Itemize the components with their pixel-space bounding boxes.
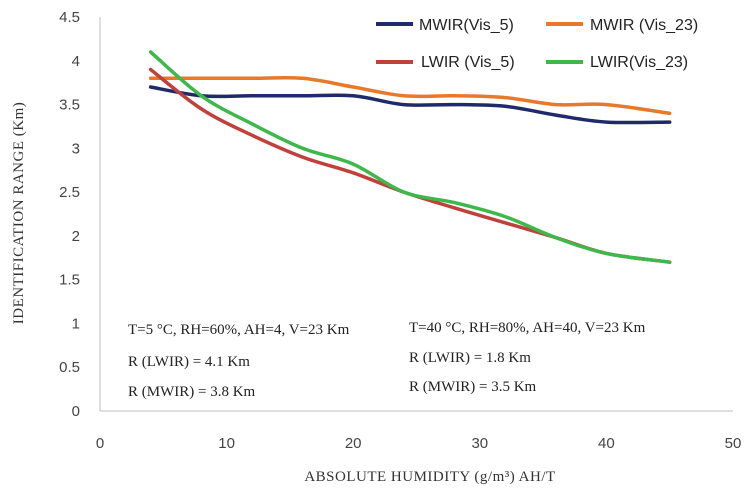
- legend-label-lwir-vis5: LWIR (Vis_5): [421, 54, 515, 71]
- x-tick-label: 40: [598, 435, 615, 452]
- axes: [99, 17, 733, 412]
- y-tick-label: 4: [72, 53, 80, 70]
- series-lines: [148, 50, 672, 264]
- legend-item-mwir-vis23: MWIR (Vis_23): [546, 17, 698, 34]
- x-tick-labels: 0 10 20 30 40 50: [96, 435, 742, 452]
- x-tick-label: 50: [725, 435, 742, 452]
- series-line-mwir-vis23: [148, 75, 672, 116]
- legend-label-mwir-vis5: MWIR(Vis_5): [419, 17, 514, 34]
- legend-item-lwir-vis23: LWIR(Vis_23): [546, 54, 688, 71]
- annotation-conditions: T=40 °C, RH=80%, AH=40, V=23 Km: [409, 320, 646, 336]
- y-tick-label: 4.5: [59, 9, 80, 26]
- legend-label-mwir-vis23: MWIR (Vis_23): [590, 17, 698, 34]
- legend-item-lwir-vis5: LWIR (Vis_5): [376, 54, 515, 71]
- y-axis-title: IDENTIFICATION RANGE (Km): [11, 102, 27, 324]
- y-tick-label: 2: [72, 228, 80, 245]
- legend: MWIR(Vis_5) MWIR (Vis_23) LWIR (Vis_5) L…: [376, 17, 698, 71]
- x-tick-label: 0: [96, 435, 104, 452]
- annotation-conditions: T=5 °C, RH=60%, AH=4, V=23 Km: [128, 322, 350, 338]
- y-tick-label: 2.5: [59, 184, 80, 201]
- x-tick-label: 30: [471, 435, 488, 452]
- annotation-high-humidity: T=40 °C, RH=80%, AH=40, V=23 Km R (LWIR)…: [409, 320, 646, 395]
- legend-item-mwir-vis5: MWIR(Vis_5): [376, 17, 514, 34]
- series-line-mwir-vis5: [148, 85, 672, 125]
- y-tick-label: 0: [72, 403, 80, 420]
- annotation-mwir-range: R (MWIR) = 3.5 Km: [409, 379, 537, 395]
- y-tick-label: 1: [72, 315, 80, 332]
- y-tick-label: 0.5: [59, 359, 80, 376]
- series-line-lwir-vis23: [148, 50, 672, 264]
- y-tick-label: 1.5: [59, 272, 80, 289]
- y-tick-labels: 0 0.5 1 1.5 2 2.5 3 3.5 4 4.5: [59, 9, 80, 420]
- annotation-lwir-range: R (LWIR) = 4.1 Km: [128, 354, 250, 370]
- annotation-low-humidity: T=5 °C, RH=60%, AH=4, V=23 Km R (LWIR) =…: [128, 322, 350, 400]
- annotation-lwir-range: R (LWIR) = 1.8 Km: [409, 350, 531, 366]
- x-axis-title: ABSOLUTE HUMIDITY (g/m³) AH/T: [304, 469, 555, 485]
- annotation-mwir-range: R (MWIR) = 3.8 Km: [128, 384, 256, 400]
- x-tick-label: 10: [218, 435, 235, 452]
- y-tick-label: 3: [72, 140, 80, 157]
- series-line-lwir-vis5: [148, 67, 672, 264]
- y-tick-label: 3.5: [59, 97, 80, 114]
- x-tick-label: 20: [345, 435, 362, 452]
- legend-label-lwir-vis23: LWIR(Vis_23): [590, 54, 688, 71]
